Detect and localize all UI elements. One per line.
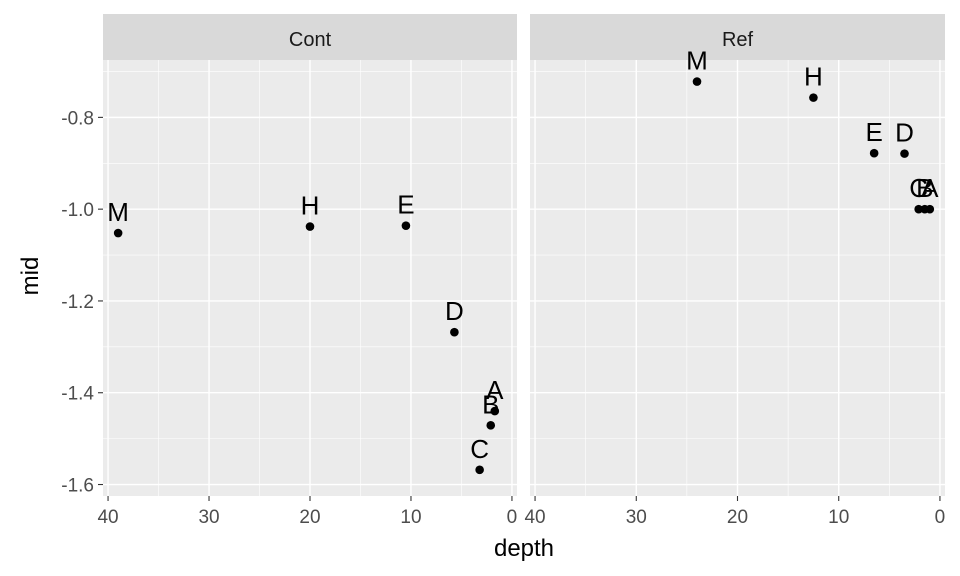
point-label-a: A <box>486 375 504 405</box>
x-tick-label: 20 <box>727 507 748 528</box>
data-point-c <box>475 465 484 475</box>
x-tick-label: 0 <box>935 507 946 528</box>
x-tick-label: 30 <box>198 507 219 528</box>
data-point-b <box>486 421 496 430</box>
point-label-h: H <box>804 62 823 92</box>
point-label-b: B <box>916 173 933 203</box>
y-axis-title: mid <box>17 257 44 296</box>
point-label-m: M <box>107 197 129 227</box>
facet-strip-label: Cont <box>289 29 332 51</box>
data-point-m <box>692 77 702 86</box>
data-point-c <box>914 204 923 214</box>
y-tick-label: -1.6 <box>61 476 94 497</box>
data-point-h <box>809 93 818 102</box>
point-label-d: D <box>895 118 914 148</box>
data-point-a <box>490 406 500 416</box>
data-point-h <box>305 222 315 231</box>
y-tick-label: -1.2 <box>61 292 94 313</box>
point-label-h: H <box>301 191 320 221</box>
x-tick-label: 30 <box>626 507 647 528</box>
point-label-c: C <box>909 173 928 203</box>
data-point-a <box>925 204 935 214</box>
x-tick-label: 40 <box>524 507 545 528</box>
point-label-b: B <box>482 389 499 419</box>
point-label-c: C <box>470 434 489 464</box>
data-point-d <box>900 149 909 158</box>
x-tick-label: 10 <box>400 507 421 528</box>
facet-panel-cont: Cont 40 30 20 10 0 M H E D ABC <box>97 14 517 528</box>
facet-strip-label: Ref <box>722 29 754 51</box>
point-label-e: E <box>865 117 882 147</box>
point-label-e: E <box>397 190 414 220</box>
y-tick-label: -1.0 <box>61 200 94 221</box>
x-axis-title: depth <box>494 535 554 562</box>
data-point-d <box>450 327 459 337</box>
data-point-m <box>113 228 123 238</box>
point-label-d: D <box>445 296 464 326</box>
data-point-e <box>869 148 879 158</box>
data-point-e <box>401 221 411 230</box>
y-tick-label: -0.8 <box>61 108 94 129</box>
facet-strip <box>103 14 517 60</box>
x-tick-label: 10 <box>828 507 849 528</box>
point-label-a: A <box>921 173 939 203</box>
x-tick-label: 0 <box>507 507 518 528</box>
point-label-m: M <box>686 46 708 76</box>
y-tick-label: -1.4 <box>61 384 94 405</box>
facet-strip <box>530 14 945 60</box>
x-tick-label: 40 <box>97 507 118 528</box>
x-tick-label: 20 <box>299 507 320 528</box>
